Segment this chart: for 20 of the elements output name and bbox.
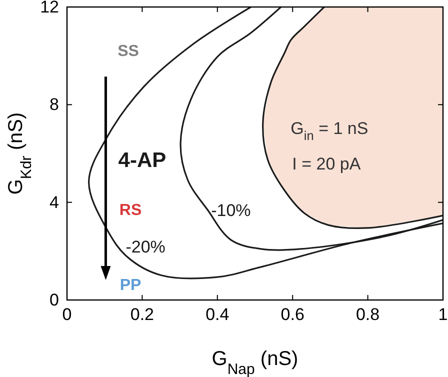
annotation: -10% [211, 200, 251, 220]
line-series [262, 7, 443, 230]
annotation: I = 20 pA [292, 154, 362, 173]
annotation: -20% [126, 236, 166, 256]
x-tick-label: 0.2 [130, 305, 154, 324]
y-tick-label: 8 [50, 95, 59, 114]
annotation: SS [118, 42, 140, 60]
x-tick-label: 0.8 [356, 305, 380, 324]
x-tick-label: 1 [438, 305, 448, 324]
annotation: G$_{in}$ = 1 nS [290, 118, 368, 143]
x-tick-label: 0.4 [206, 305, 230, 324]
annotation: 4-AP [118, 148, 166, 172]
y-tick-label: 4 [50, 192, 59, 212]
x-axis-title: G$_{Nap}$ (nS) [212, 348, 298, 377]
y-tick-label: 12 [40, 0, 59, 16]
x-tick-label: 0.6 [280, 305, 304, 324]
y-tick-label: 0 [50, 290, 59, 310]
annotation: RS [119, 201, 142, 218]
x-tick-label: 0 [62, 305, 72, 324]
annotation: PP [120, 276, 142, 294]
